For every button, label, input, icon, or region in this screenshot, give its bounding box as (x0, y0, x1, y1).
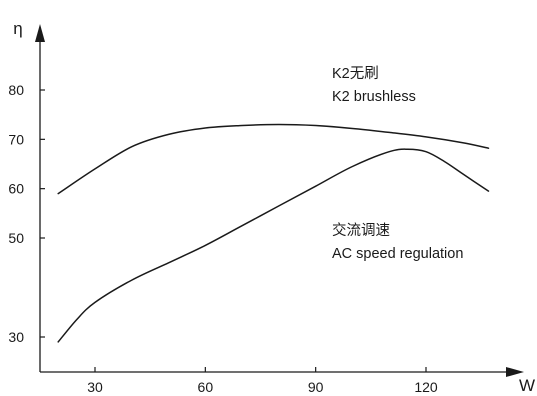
tick-group: 30 60 90 120 30 50 60 70 80 (8, 82, 437, 395)
ac-speed-regulation-line (57, 148, 490, 343)
x-axis-arrow (506, 367, 524, 377)
x-tick-label: 30 (87, 379, 103, 395)
y-tick-label: 50 (8, 230, 24, 246)
k2-label-en: K2 brushless (332, 89, 416, 105)
y-tick-label: 80 (8, 82, 24, 98)
x-tick-label: 120 (414, 379, 438, 395)
ac-label-en: AC speed regulation (332, 246, 463, 262)
series-group (57, 123, 490, 343)
x-tick-label: 90 (308, 379, 324, 395)
y-tick-label: 30 (8, 329, 24, 345)
y-tick-label: 60 (8, 181, 24, 197)
k2-brushless-line (57, 123, 490, 195)
x-tick-label: 60 (198, 379, 214, 395)
x-axis-title: W (519, 376, 535, 395)
y-axis-arrow (35, 24, 45, 42)
y-tick-label: 70 (8, 131, 24, 147)
k2-label-cn: K2无刷 (332, 65, 379, 82)
ac-label-cn: 交流调速 (332, 221, 390, 239)
y-axis-title: η (13, 19, 22, 38)
